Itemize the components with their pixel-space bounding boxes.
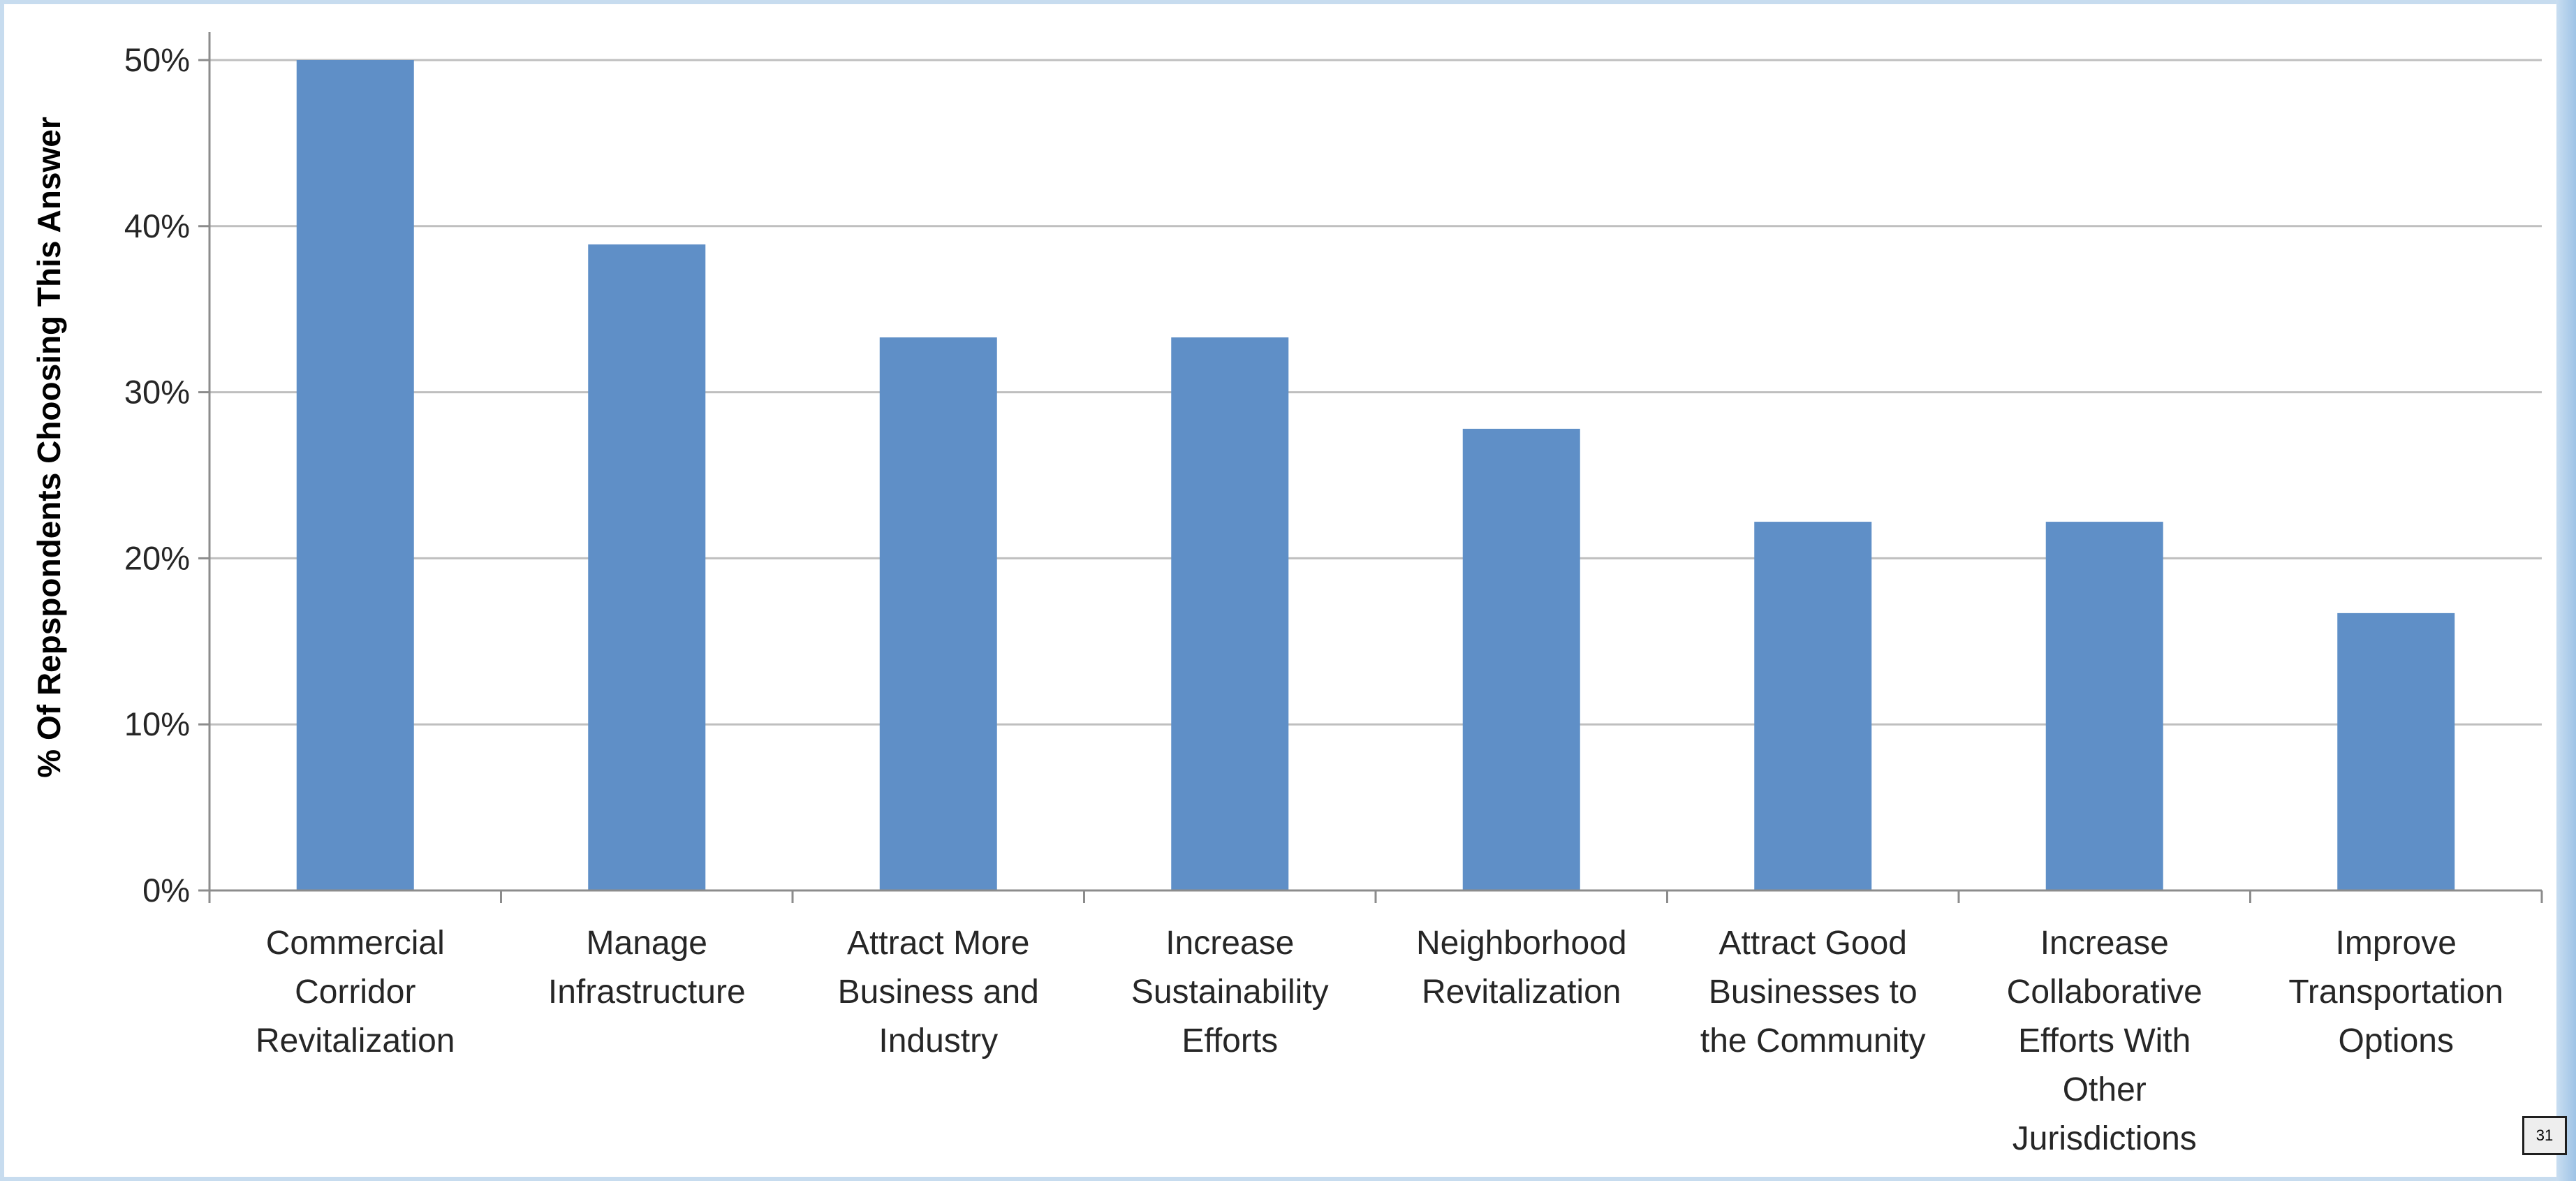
- category-label-line: Collaborative: [2007, 974, 2202, 1011]
- category-label-line: Business and: [838, 974, 1039, 1011]
- bars: [296, 60, 2455, 891]
- category-label-line: Manage: [587, 925, 707, 962]
- y-tick-labels: 0% 10% 20% 30% 40% 50%: [124, 41, 190, 909]
- category-label: Attract More Business and Industry: [838, 925, 1039, 1059]
- category-label-line: Businesses to: [1709, 974, 1918, 1011]
- bar: [1754, 522, 1872, 890]
- category-label: Manage Infrastructure: [548, 925, 746, 1011]
- category-label-line: Increase: [2040, 925, 2169, 962]
- category-label-line: Commercial: [266, 925, 445, 962]
- category-label-line: Revitalization: [256, 1022, 455, 1059]
- category-label-line: Corridor: [295, 974, 415, 1011]
- category-label: Commercial Corridor Revitalization: [256, 925, 455, 1059]
- category-label-line: Attract Good: [1719, 925, 1907, 962]
- category-label: Attract Good Businesses to the Community: [1700, 925, 1926, 1059]
- y-tick-label: 40%: [124, 207, 190, 244]
- page-number: 31: [2522, 1116, 2567, 1155]
- bar: [588, 244, 706, 890]
- bar: [1462, 428, 1580, 890]
- gridlines: [198, 59, 2542, 892]
- category-label-line: Other: [2063, 1071, 2147, 1108]
- bar: [1171, 337, 1289, 891]
- category-label-line: Neighborhood: [1416, 925, 1627, 962]
- category-label: Improve Transportation Options: [2288, 925, 2503, 1059]
- category-label-line: Attract More: [847, 925, 1029, 962]
- y-axis-title: % Of Repspondents Choosing This Answer: [31, 117, 67, 778]
- y-tick-label: 10%: [124, 705, 190, 742]
- category-labels: Commercial Corridor Revitalization Manage In…: [256, 925, 2503, 1157]
- category-label-line: Industry: [878, 1022, 998, 1059]
- category-label: Neighborhood Revitalization: [1416, 925, 1627, 1011]
- category-label-line: Efforts With: [2018, 1022, 2191, 1059]
- category-label: Increase Sustainability Efforts: [1131, 925, 1329, 1059]
- category-label-line: Sustainability: [1131, 974, 1329, 1011]
- category-label-line: Efforts: [1182, 1022, 1278, 1059]
- category-label-line: the Community: [1700, 1022, 1926, 1059]
- bar: [2045, 522, 2163, 890]
- bar: [2337, 612, 2455, 890]
- category-label-line: Increase: [1165, 925, 1294, 962]
- y-tick-label: 20%: [124, 539, 190, 576]
- category-label-line: Revitalization: [1422, 974, 1621, 1011]
- bar: [879, 337, 997, 891]
- y-tick-label: 50%: [124, 41, 190, 78]
- axes: [208, 32, 2543, 903]
- category-label-line: Infrastructure: [548, 974, 746, 1011]
- y-tick-label: 30%: [124, 374, 190, 411]
- category-label-line: Improve: [2336, 925, 2457, 962]
- category-label: Increase Collaborative Efforts With Other Ju…: [2007, 925, 2202, 1157]
- category-label-line: Jurisdictions: [2012, 1120, 2197, 1157]
- bar: [296, 60, 414, 890]
- category-label-line: Transportation: [2288, 974, 2503, 1011]
- window-edge: [2556, 0, 2576, 1181]
- category-label-line: Options: [2339, 1022, 2454, 1059]
- y-tick-label: 0%: [142, 872, 190, 909]
